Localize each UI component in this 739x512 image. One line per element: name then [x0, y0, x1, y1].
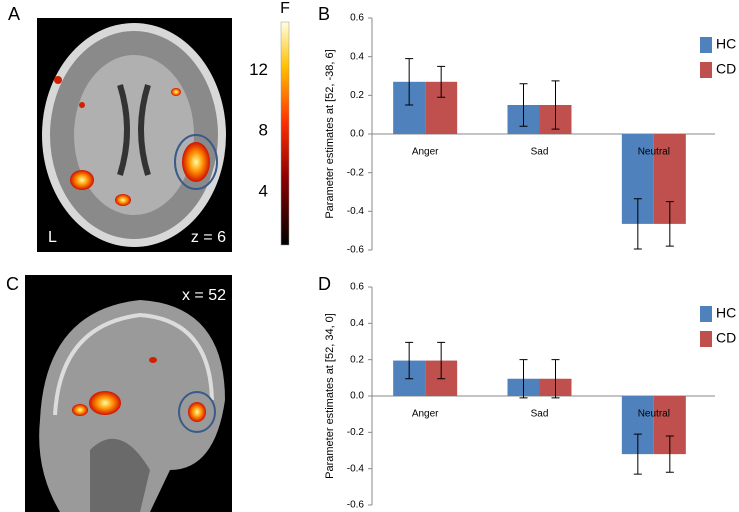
legend-swatch: [700, 306, 712, 322]
brain-sagittal: [25, 275, 232, 512]
error-bar: [665, 201, 674, 247]
x-tick-label: Anger: [412, 147, 439, 158]
colorbar-tick-label: 4: [259, 181, 268, 200]
legend-swatch: [700, 331, 712, 347]
error-bar: [633, 433, 642, 475]
colorbar-tick-label: 12: [249, 60, 268, 79]
error-bar: [405, 58, 414, 106]
legend-label: CD: [716, 330, 736, 346]
colorbar-tick-label: 8: [259, 121, 268, 140]
error-bar: [665, 435, 674, 473]
legend-label: HC: [716, 305, 736, 321]
y-axis-label: Parameter estimates at [52, -38, 6]: [324, 49, 336, 218]
error-bar: [551, 359, 560, 399]
error-bar: [519, 83, 528, 127]
brain-axial: [37, 18, 232, 252]
y-tick-label: -0.2: [347, 427, 365, 438]
y-tick-label: -0.2: [347, 167, 365, 178]
y-tick-label: 0.4: [350, 318, 364, 329]
x-tick-label: Neutral: [638, 409, 670, 420]
x-tick-label: Anger: [412, 409, 439, 420]
slice-label: x = 52: [182, 287, 226, 304]
y-tick-label: 0.4: [350, 51, 364, 62]
y-tick-label: -0.4: [347, 206, 365, 217]
x-tick-label: Neutral: [638, 147, 670, 158]
y-tick-label: -0.4: [347, 463, 365, 474]
y-tick-label: 0.6: [350, 282, 364, 293]
colorbar-label: F: [280, 0, 290, 17]
y-tick-label: -0.6: [347, 245, 365, 256]
legend-swatch: [700, 62, 712, 78]
error-bar: [551, 80, 560, 130]
panel-label: C: [6, 274, 19, 294]
panel-label: B: [318, 4, 330, 24]
legend-swatch: [700, 37, 712, 53]
y-axis-label: Parameter estimates at [52, 34, 0]: [324, 313, 336, 479]
y-tick-label: 0.2: [350, 354, 364, 365]
panel-label: D: [318, 274, 331, 294]
legend-label: HC: [716, 36, 736, 52]
y-tick-label: 0.2: [350, 90, 364, 101]
colorbar: [280, 21, 290, 246]
x-tick-label: Sad: [531, 409, 549, 420]
error-bar: [633, 198, 642, 250]
error-bar: [519, 359, 528, 399]
x-tick-label: Sad: [531, 147, 549, 158]
error-bar: [437, 341, 446, 380]
error-bar: [405, 341, 414, 380]
panel-label: A: [8, 4, 20, 24]
slice-label: z = 6: [191, 229, 226, 246]
legend-label: CD: [716, 61, 736, 77]
y-tick-label: 0.6: [350, 13, 364, 24]
error-bar: [437, 65, 446, 98]
side-label: L: [48, 229, 57, 246]
y-tick-label: 0.0: [350, 129, 364, 140]
y-tick-label: 0.0: [350, 391, 364, 402]
y-tick-label: -0.6: [347, 500, 365, 511]
